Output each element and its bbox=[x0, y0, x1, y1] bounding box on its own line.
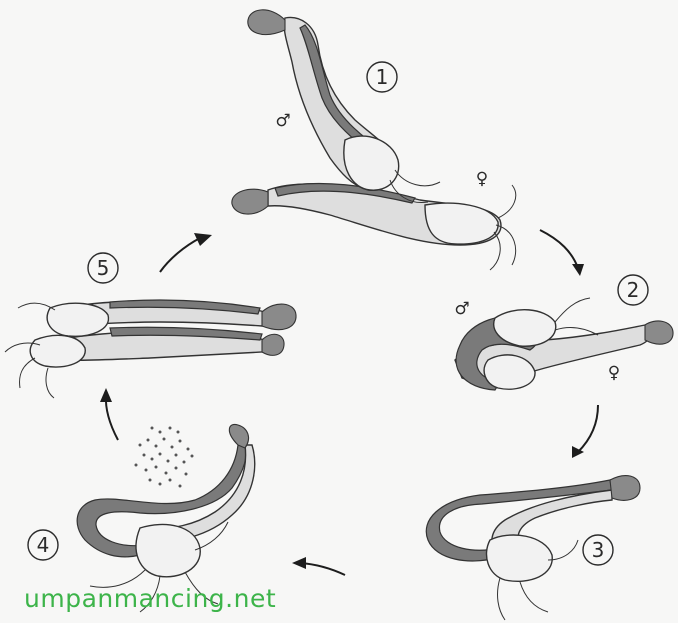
stage-2-fish-pair bbox=[454, 297, 674, 391]
stage-5-upper-tail-fin bbox=[261, 303, 297, 331]
cycle-arrow-1-to-2 bbox=[539, 229, 584, 276]
cycle-arrow-3-to-4 bbox=[292, 557, 346, 576]
stage-2-female-head bbox=[483, 354, 536, 390]
stage-4-tail-fin bbox=[228, 423, 250, 449]
stage-5-barbels bbox=[4, 302, 56, 399]
stage-3-fish-pair bbox=[425, 475, 641, 621]
stage-5-upper-head bbox=[46, 302, 110, 337]
stage-3-head bbox=[485, 534, 553, 582]
stage-5-lower-tail-fin bbox=[261, 333, 285, 356]
stage-1-male-barbels bbox=[389, 169, 441, 204]
stage-3-tail-fin bbox=[609, 475, 641, 501]
stage-2-tail-fin bbox=[644, 320, 674, 345]
svg-text:2: 2 bbox=[627, 278, 640, 302]
egg-cluster bbox=[134, 426, 194, 488]
cycle-arrow-2-to-3 bbox=[572, 404, 599, 458]
svg-text:1: 1 bbox=[376, 65, 389, 89]
stage-4-barbels bbox=[89, 521, 229, 613]
stage-1-male-tail-fin bbox=[247, 9, 286, 35]
stage-5-label: 5 bbox=[87, 252, 119, 284]
svg-text:4: 4 bbox=[37, 533, 50, 557]
stage-4-head bbox=[135, 523, 201, 578]
stage-5-lower-fish-stripe bbox=[109, 326, 263, 341]
stage-2-male-symbol: ♂ bbox=[454, 299, 469, 319]
stage-4-fish-pair bbox=[76, 423, 256, 613]
stage-1-female-head bbox=[424, 202, 499, 245]
stage-5-fish-pair bbox=[4, 299, 297, 399]
site-watermark: umpanmancing.net bbox=[24, 584, 277, 613]
stage-1-female-barbels bbox=[489, 184, 517, 271]
stage-5-upper-fish-stripe bbox=[109, 299, 261, 315]
stage-1-female-symbol: ♀ bbox=[476, 169, 488, 189]
stage-2-male-head bbox=[493, 309, 557, 347]
stage-4-label: 4 bbox=[27, 529, 59, 561]
stage-1-female-tail-fin bbox=[231, 188, 269, 215]
stage-1-male-symbol: ♂ bbox=[275, 111, 290, 131]
stage-3-label: 3 bbox=[582, 534, 614, 566]
stage-1-fish-pair bbox=[231, 9, 517, 271]
svg-text:3: 3 bbox=[592, 538, 605, 562]
cycle-arrow-4-to-5 bbox=[100, 388, 119, 441]
stage-1-label: 1 bbox=[366, 61, 398, 93]
svg-text:5: 5 bbox=[97, 256, 110, 280]
cycle-arrow-5-to-1 bbox=[159, 233, 212, 273]
stage-5-lower-head bbox=[29, 334, 86, 368]
stage-2-barbels bbox=[554, 297, 599, 336]
stage-2-female-symbol: ♀ bbox=[608, 363, 620, 383]
stage-3-barbels bbox=[497, 539, 579, 621]
stage-1-male-head bbox=[343, 135, 400, 191]
stage-1-female-dorsal-stripe bbox=[274, 182, 416, 204]
stage-2-label: 2 bbox=[617, 274, 649, 306]
